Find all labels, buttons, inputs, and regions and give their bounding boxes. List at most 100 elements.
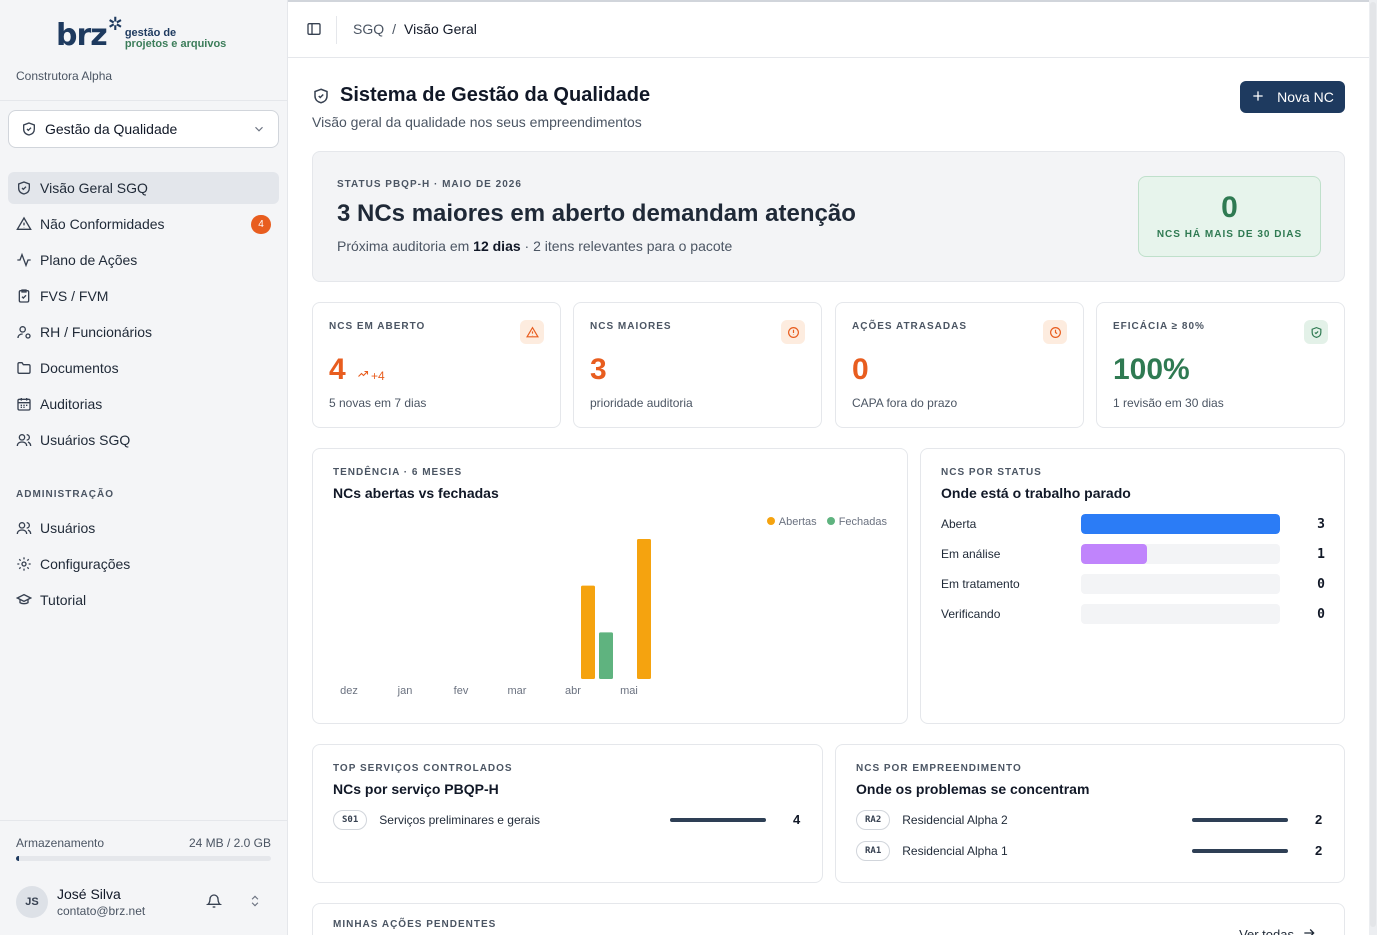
- admin-nav: Usuários Configurações Tutorial: [8, 512, 279, 620]
- x-tick-label: dez: [340, 685, 358, 697]
- sidebar-item-nao-conformidades[interactable]: Não Conformidades 4: [8, 208, 279, 240]
- warning-triangle-icon: [520, 320, 544, 344]
- breadcrumb-root[interactable]: SGQ: [353, 21, 385, 37]
- kpi-label: NCS MAIORES: [590, 321, 672, 332]
- kpi-trend: +4: [357, 368, 385, 383]
- x-tick-label: mar: [508, 685, 527, 697]
- sidebar-item-label: RH / Funcionários: [40, 324, 153, 340]
- top-bar: SGQ / Visão Geral: [288, 0, 1369, 58]
- kpi-footnote: prioridade auditoria: [590, 396, 693, 410]
- aged-ncs-label: NCS HÁ MAIS DE 30 DIAS: [1156, 229, 1303, 240]
- bar-abertas-abr[interactable]: [581, 585, 595, 679]
- sidebar-item-label: Tutorial: [40, 592, 87, 608]
- kpi-acoes-atrasadas[interactable]: AÇÕES ATRASADAS 0 CAPA fora do prazo: [835, 302, 1084, 428]
- storage-meter: Armazenamento 24 MB / 2.0 GB: [16, 836, 271, 861]
- projects-title: Onde os problemas se concentram: [856, 781, 1090, 797]
- sidebar-item-label: Auditorias: [40, 396, 103, 412]
- sidebar-item-fvs-fvm[interactable]: FVS / FVM: [8, 280, 279, 312]
- sidebar-item-configuracoes[interactable]: Configurações: [8, 548, 279, 580]
- sidebar-item-label: Plano de Ações: [40, 252, 138, 268]
- sidebar-item-label: Usuários: [40, 520, 96, 536]
- status-row-label: Em análise: [941, 547, 1001, 561]
- x-tick-label: fev: [454, 685, 469, 697]
- storage-value: 24 MB / 2.0 GB: [188, 836, 271, 850]
- legend-dot: [766, 517, 775, 525]
- status-row[interactable]: Em tratamento 0: [941, 574, 1325, 594]
- scrollbar-thumb[interactable]: [1370, 2, 1376, 927]
- status-bar-fill: [1081, 514, 1280, 534]
- status-bar-fill: [1081, 544, 1148, 564]
- aged-ncs-value: 0: [1221, 191, 1238, 224]
- list-item[interactable]: RA2 Residencial Alpha 2: [856, 809, 1008, 831]
- service-count: 4: [793, 812, 801, 827]
- legend-dot: [826, 517, 835, 525]
- module-selector-value: Gestão da Qualidade: [45, 121, 178, 137]
- project-code: RA1: [856, 841, 891, 861]
- status-row[interactable]: Em análise 1: [941, 544, 1325, 564]
- list-item[interactable]: S01 Serviços preliminares e gerais: [333, 809, 540, 831]
- status-row[interactable]: Aberta 3: [941, 514, 1325, 534]
- brand-logo[interactable]: brz ✲ gestão de projetos e arquivos: [56, 14, 226, 56]
- status-bar-track: [1081, 514, 1280, 534]
- sidebar-divider: [0, 820, 288, 821]
- page-title-text: Sistema de Gestão da Qualidade: [340, 84, 651, 106]
- kpi-eficacia[interactable]: EFICÁCIA ≥ 80% 100% 1 revisão em 30 dias: [1096, 302, 1345, 428]
- chevron-up-down-icon[interactable]: [248, 893, 262, 914]
- status-bar-track: [1081, 544, 1280, 564]
- gear-icon: [16, 556, 32, 572]
- module-selector[interactable]: Gestão da Qualidade: [8, 110, 279, 148]
- legend-item-fechadas: Fechadas: [826, 516, 887, 528]
- nc-count-badge: 4: [251, 215, 271, 234]
- main-content: Sistema de Gestão da Qualidade Visão ger…: [288, 58, 1369, 935]
- graduation-cap-icon: [16, 592, 32, 608]
- status-row-label: Em tratamento: [941, 577, 1020, 591]
- kpi-value: 4: [329, 353, 346, 386]
- admin-section-label: ADMINISTRAÇÃO: [16, 489, 114, 500]
- sidebar-item-label: Configurações: [40, 556, 131, 572]
- sidebar-item-plano-de-acoes[interactable]: Plano de Ações: [8, 244, 279, 276]
- sidebar-item-visao-geral-sgq[interactable]: Visão Geral SGQ: [8, 172, 279, 204]
- shield-check-icon: [16, 180, 32, 196]
- sidebar-toggle-icon[interactable]: [306, 21, 322, 37]
- sidebar-item-label: Visão Geral SGQ: [40, 180, 148, 196]
- aged-ncs-box: 0 NCS HÁ MAIS DE 30 DIAS: [1138, 176, 1321, 257]
- user-menu[interactable]: JS José Silva contato@brz.net: [16, 884, 271, 920]
- bar-fechadas-abr[interactable]: [599, 632, 613, 679]
- storage-label: Armazenamento: [16, 836, 105, 850]
- kpi-ncs-em-aberto[interactable]: NCS EM ABERTO 4 +4 5 novas em 7 dias: [312, 302, 561, 428]
- trend-bar-chart: dez jan fev mar abr mai: [340, 539, 651, 697]
- kpi-footnote: 1 revisão em 30 dias: [1113, 396, 1224, 410]
- services-card: TOP SERVIÇOS CONTROLADOS NCs por serviço…: [312, 744, 823, 883]
- kpi-ncs-maiores[interactable]: NCS MAIORES 3 prioridade auditoria: [573, 302, 822, 428]
- status-row-label: Aberta: [941, 517, 977, 531]
- sidebar-item-rh-funcionarios[interactable]: RH / Funcionários: [8, 316, 279, 348]
- list-item[interactable]: RA1 Residencial Alpha 1: [856, 840, 1008, 862]
- sidebar-item-tutorial[interactable]: Tutorial: [8, 584, 279, 616]
- status-subline: Próxima auditoria em 12 dias · 2 itens r…: [337, 238, 732, 254]
- trend-up-icon: [357, 368, 369, 383]
- trend-title: NCs abertas vs fechadas: [333, 485, 499, 501]
- main-nav: Visão Geral SGQ Não Conformidades 4 Plan…: [8, 172, 279, 460]
- status-sub-days: 12 dias: [473, 238, 521, 254]
- status-row[interactable]: Verificando 0: [941, 604, 1325, 624]
- kpi-trend-value: +4: [371, 368, 385, 383]
- sidebar-item-label: Usuários SGQ: [40, 432, 131, 448]
- projects-eyebrow: NCS POR EMPREENDIMENTO: [856, 763, 1022, 774]
- status-row-count: 3: [1317, 516, 1325, 532]
- x-tick-label: mai: [620, 685, 638, 697]
- new-nc-button[interactable]: Nova NC: [1240, 81, 1345, 113]
- shield-check-icon: [1304, 320, 1328, 344]
- sidebar-item-usuarios-sgq[interactable]: Usuários SGQ: [8, 424, 279, 456]
- kpi-value: 0: [852, 353, 869, 386]
- project-count: 2: [1315, 812, 1323, 827]
- sidebar-item-usuarios[interactable]: Usuários: [8, 512, 279, 544]
- view-all-link[interactable]: Ver todas: [1239, 926, 1316, 935]
- sidebar-item-auditorias[interactable]: Auditorias: [8, 388, 279, 420]
- logo-wordmark: brz: [56, 18, 108, 53]
- bar-abertas-mai[interactable]: [637, 539, 651, 679]
- shield-check-icon: [21, 121, 37, 137]
- status-bar-track: [1081, 574, 1280, 594]
- sidebar-item-documentos[interactable]: Documentos: [8, 352, 279, 384]
- project-bar: [1192, 818, 1288, 822]
- bell-icon[interactable]: [205, 893, 223, 914]
